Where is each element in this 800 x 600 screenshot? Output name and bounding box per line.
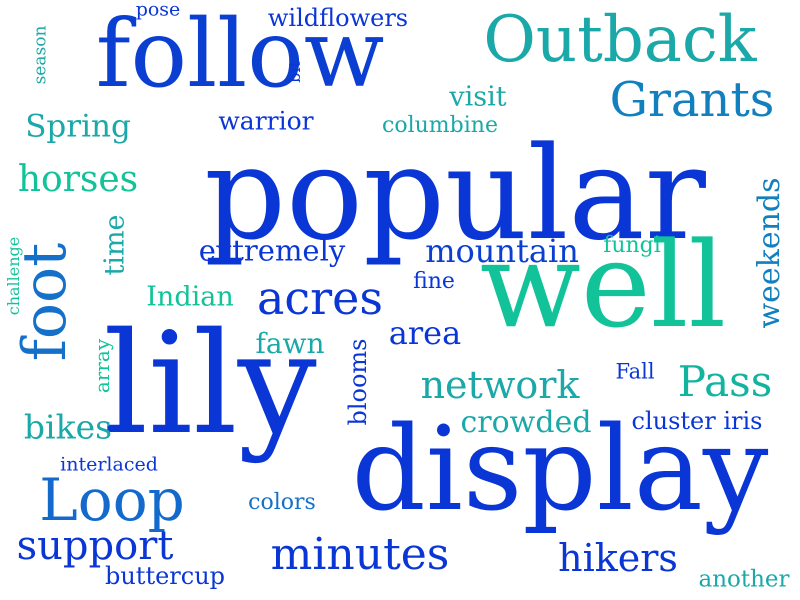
word-columbine: columbine (382, 113, 498, 138)
word-fall: Fall (615, 359, 655, 384)
word-mountain: mountain (425, 232, 579, 270)
word-indian: Indian (146, 281, 234, 313)
word-visit: visit (449, 81, 507, 113)
word-crowded: crowded (460, 405, 592, 440)
word-bit: bit (285, 61, 304, 83)
word-foot: foot (10, 242, 80, 362)
word-bikes: bikes (23, 407, 113, 447)
word-extremely: extremely (198, 233, 346, 268)
word-pose: pose (135, 0, 181, 21)
word-time: time (99, 214, 131, 276)
word-colors: colors (248, 490, 316, 515)
word-blooms: blooms (344, 338, 372, 426)
word-area: area (388, 314, 462, 352)
word-spring: Spring (25, 108, 131, 145)
word-follow: follow (95, 0, 385, 109)
word-warrior: warrior (218, 106, 314, 136)
word-horses: horses (17, 159, 139, 200)
word-interlaced: interlaced (60, 453, 158, 476)
word-hikers: hikers (558, 536, 678, 580)
word-display: display (351, 402, 769, 537)
word-support: support (16, 523, 174, 569)
word-wildflowers: wildflowers (267, 4, 409, 32)
word-lily: lily (103, 303, 317, 466)
word-buttercup: buttercup (104, 562, 226, 590)
word-fine: fine (413, 269, 455, 294)
word-loop: Loop (39, 466, 185, 534)
word-well: well (479, 216, 727, 354)
word-fungi: fungi (603, 233, 661, 258)
word-season: season (30, 25, 51, 85)
word-popular: popular (204, 120, 706, 269)
word-grants: Grants (609, 72, 775, 128)
word-pass: Pass (677, 357, 773, 406)
word-challenge: challenge (4, 236, 23, 316)
word-outback: Outback (483, 3, 757, 77)
word-array: array (90, 338, 114, 394)
word-fawn: fawn (255, 327, 325, 360)
word-minutes: minutes (270, 529, 450, 580)
word-network: network (420, 363, 580, 407)
word-cluster-iris: cluster iris (631, 407, 763, 435)
word-acres: acres (256, 271, 384, 325)
word-another: another (698, 566, 790, 593)
word-weekends: weekends (752, 177, 787, 329)
